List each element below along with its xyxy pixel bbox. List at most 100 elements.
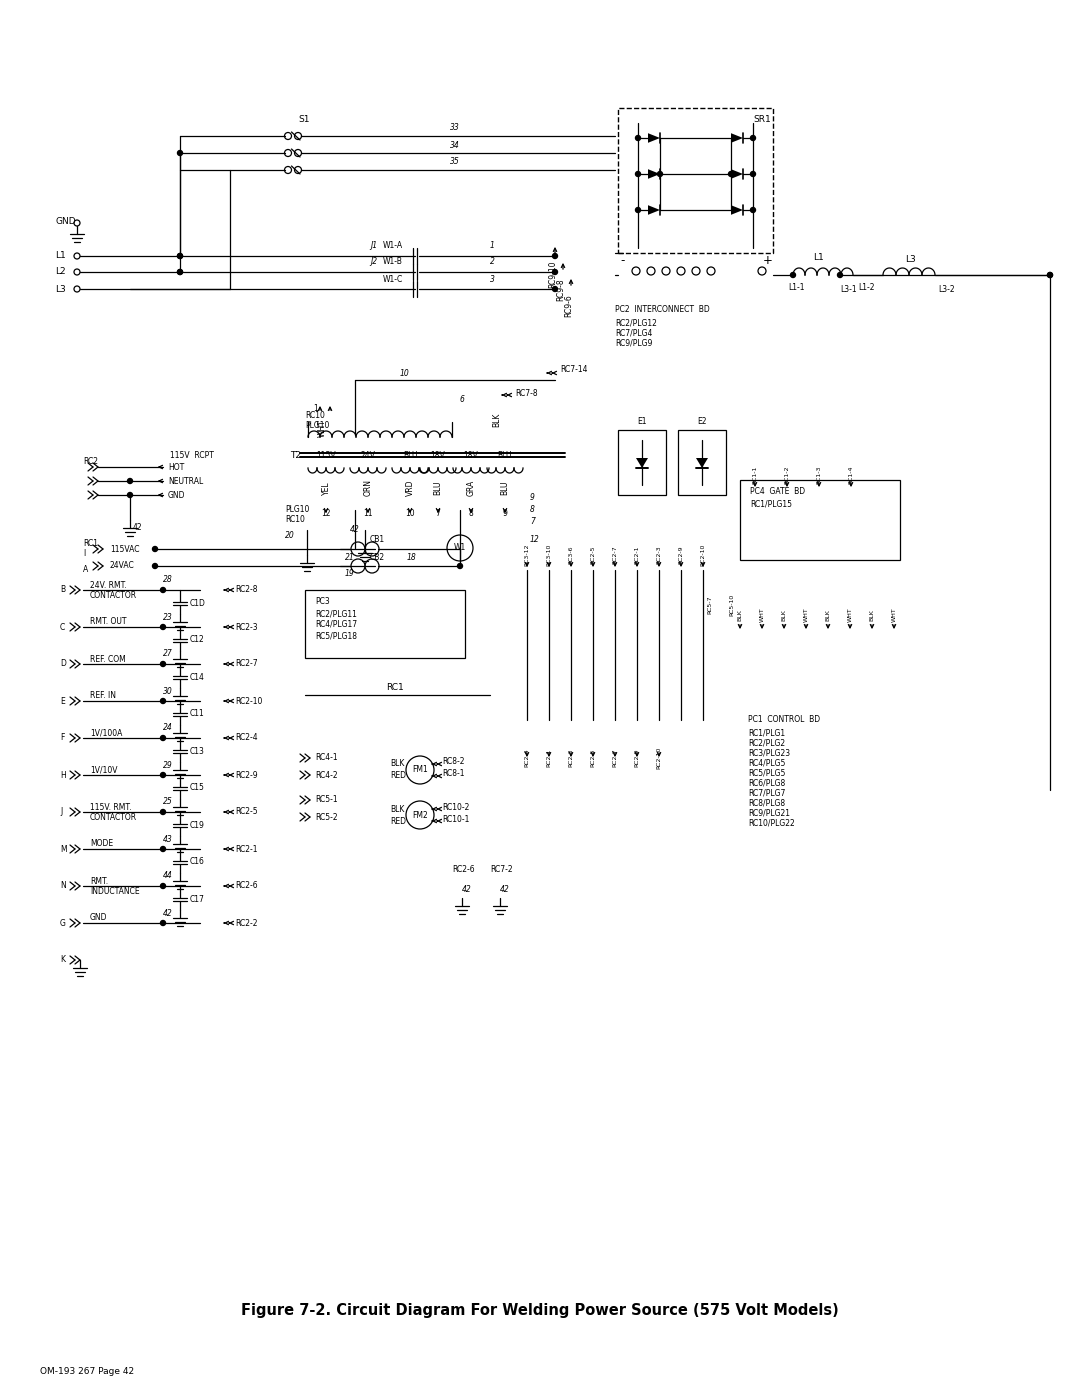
Text: RC2-3: RC2-3 xyxy=(657,546,661,564)
Text: FM2: FM2 xyxy=(413,810,428,820)
Text: RMT.: RMT. xyxy=(90,876,108,886)
Text: RMT. OUT: RMT. OUT xyxy=(90,617,126,626)
Text: ORN: ORN xyxy=(364,479,373,496)
Text: C11: C11 xyxy=(190,710,205,718)
Text: 115V: 115V xyxy=(316,451,336,461)
Text: J2: J2 xyxy=(370,257,377,267)
Text: PC3: PC3 xyxy=(315,598,329,606)
Text: 23: 23 xyxy=(163,612,173,622)
Circle shape xyxy=(161,921,165,925)
Text: CB1: CB1 xyxy=(370,535,386,545)
Polygon shape xyxy=(731,133,743,142)
Text: 42: 42 xyxy=(163,908,173,918)
Text: C1D: C1D xyxy=(190,598,206,608)
Text: BLK: BLK xyxy=(390,760,404,768)
Text: 35: 35 xyxy=(450,158,460,166)
Text: NEUTRAL: NEUTRAL xyxy=(168,476,203,486)
Text: 9: 9 xyxy=(502,509,508,517)
Text: G: G xyxy=(60,918,66,928)
Text: VRD: VRD xyxy=(405,479,415,496)
Text: RC10: RC10 xyxy=(305,411,325,419)
Text: YEL: YEL xyxy=(322,481,330,495)
Text: WHT: WHT xyxy=(318,419,326,437)
Text: RC2-10: RC2-10 xyxy=(235,697,262,705)
Text: RC2-2: RC2-2 xyxy=(235,918,257,928)
Text: RC5/PLG18: RC5/PLG18 xyxy=(315,631,357,640)
Text: RC2-1: RC2-1 xyxy=(546,749,552,767)
Text: 20: 20 xyxy=(285,531,295,539)
Text: RC5-1: RC5-1 xyxy=(315,795,338,805)
Circle shape xyxy=(791,272,796,278)
Text: F: F xyxy=(60,733,65,742)
Text: 1V/100A: 1V/100A xyxy=(90,728,122,738)
Text: RC2-4: RC2-4 xyxy=(235,733,258,742)
Text: 7: 7 xyxy=(435,509,441,517)
Text: BLU: BLU xyxy=(403,451,417,461)
Circle shape xyxy=(161,624,165,630)
Circle shape xyxy=(751,136,756,141)
Text: Figure 7-2. Circuit Diagram For Welding Power Source (575 Volt Models): Figure 7-2. Circuit Diagram For Welding … xyxy=(241,1302,839,1317)
Text: 24V: 24V xyxy=(361,451,376,461)
Text: RC4/PLG5: RC4/PLG5 xyxy=(748,759,785,767)
Text: PLG10: PLG10 xyxy=(305,420,329,429)
Text: 34: 34 xyxy=(450,141,460,149)
Text: PC1  CONTROL  BD: PC1 CONTROL BD xyxy=(748,715,820,725)
Circle shape xyxy=(635,208,640,212)
Text: RC2-6: RC2-6 xyxy=(235,882,258,890)
Text: RC1-4: RC1-4 xyxy=(849,465,853,485)
Bar xyxy=(740,481,900,560)
Text: C13: C13 xyxy=(190,746,205,756)
Text: GND: GND xyxy=(168,490,186,500)
Text: L1-2: L1-2 xyxy=(858,282,875,292)
Text: RC2-7: RC2-7 xyxy=(612,546,618,564)
Text: E: E xyxy=(60,697,65,705)
Text: RC2-9: RC2-9 xyxy=(678,546,684,564)
Text: RC1/PLG1: RC1/PLG1 xyxy=(748,728,785,738)
Text: C12: C12 xyxy=(190,636,205,644)
Text: S1: S1 xyxy=(298,116,310,124)
Text: RC10-1: RC10-1 xyxy=(442,814,470,823)
Text: 42: 42 xyxy=(462,886,472,894)
Text: 11: 11 xyxy=(363,509,373,517)
Text: 24V. RMT.: 24V. RMT. xyxy=(90,581,126,590)
Text: RC10-2: RC10-2 xyxy=(442,802,470,812)
Text: 42: 42 xyxy=(133,524,143,532)
Circle shape xyxy=(177,151,183,155)
Text: RC9-10: RC9-10 xyxy=(549,260,557,288)
Text: 3: 3 xyxy=(490,274,495,284)
Text: 9: 9 xyxy=(530,493,535,503)
Text: 10: 10 xyxy=(400,369,409,377)
Text: L3-1: L3-1 xyxy=(840,285,856,293)
Text: C16: C16 xyxy=(190,858,205,866)
Circle shape xyxy=(177,253,183,258)
Text: 7: 7 xyxy=(530,517,535,527)
Text: RC2-6: RC2-6 xyxy=(453,866,474,875)
Text: RC2/PLG11: RC2/PLG11 xyxy=(315,609,356,619)
Text: RC2-10: RC2-10 xyxy=(657,747,661,770)
Text: C19: C19 xyxy=(190,820,205,830)
Text: BLK: BLK xyxy=(492,412,501,427)
Text: 42: 42 xyxy=(350,525,360,535)
Bar xyxy=(618,108,773,253)
Text: RC1-2: RC1-2 xyxy=(784,465,789,485)
Text: 43: 43 xyxy=(163,834,173,844)
Text: 8: 8 xyxy=(530,506,535,514)
Text: 18V: 18V xyxy=(463,451,478,461)
Text: -: - xyxy=(621,254,625,267)
Text: I: I xyxy=(83,549,85,557)
Text: RC9/PLG21: RC9/PLG21 xyxy=(748,809,789,817)
Text: SR1: SR1 xyxy=(753,116,771,124)
Text: RC2: RC2 xyxy=(83,457,98,467)
Text: RC2-1: RC2-1 xyxy=(635,546,639,564)
Text: 28: 28 xyxy=(163,576,173,584)
Text: H: H xyxy=(60,771,66,780)
Text: RC7-8: RC7-8 xyxy=(515,388,538,398)
Text: 18: 18 xyxy=(407,552,417,562)
Text: BLK: BLK xyxy=(782,609,786,620)
Text: RC4-1: RC4-1 xyxy=(315,753,338,763)
Text: 29: 29 xyxy=(163,760,173,770)
Text: 24VAC: 24VAC xyxy=(110,562,135,570)
Text: B: B xyxy=(60,585,65,595)
Text: RC8-2: RC8-2 xyxy=(442,757,464,767)
Text: W1-A: W1-A xyxy=(383,242,403,250)
